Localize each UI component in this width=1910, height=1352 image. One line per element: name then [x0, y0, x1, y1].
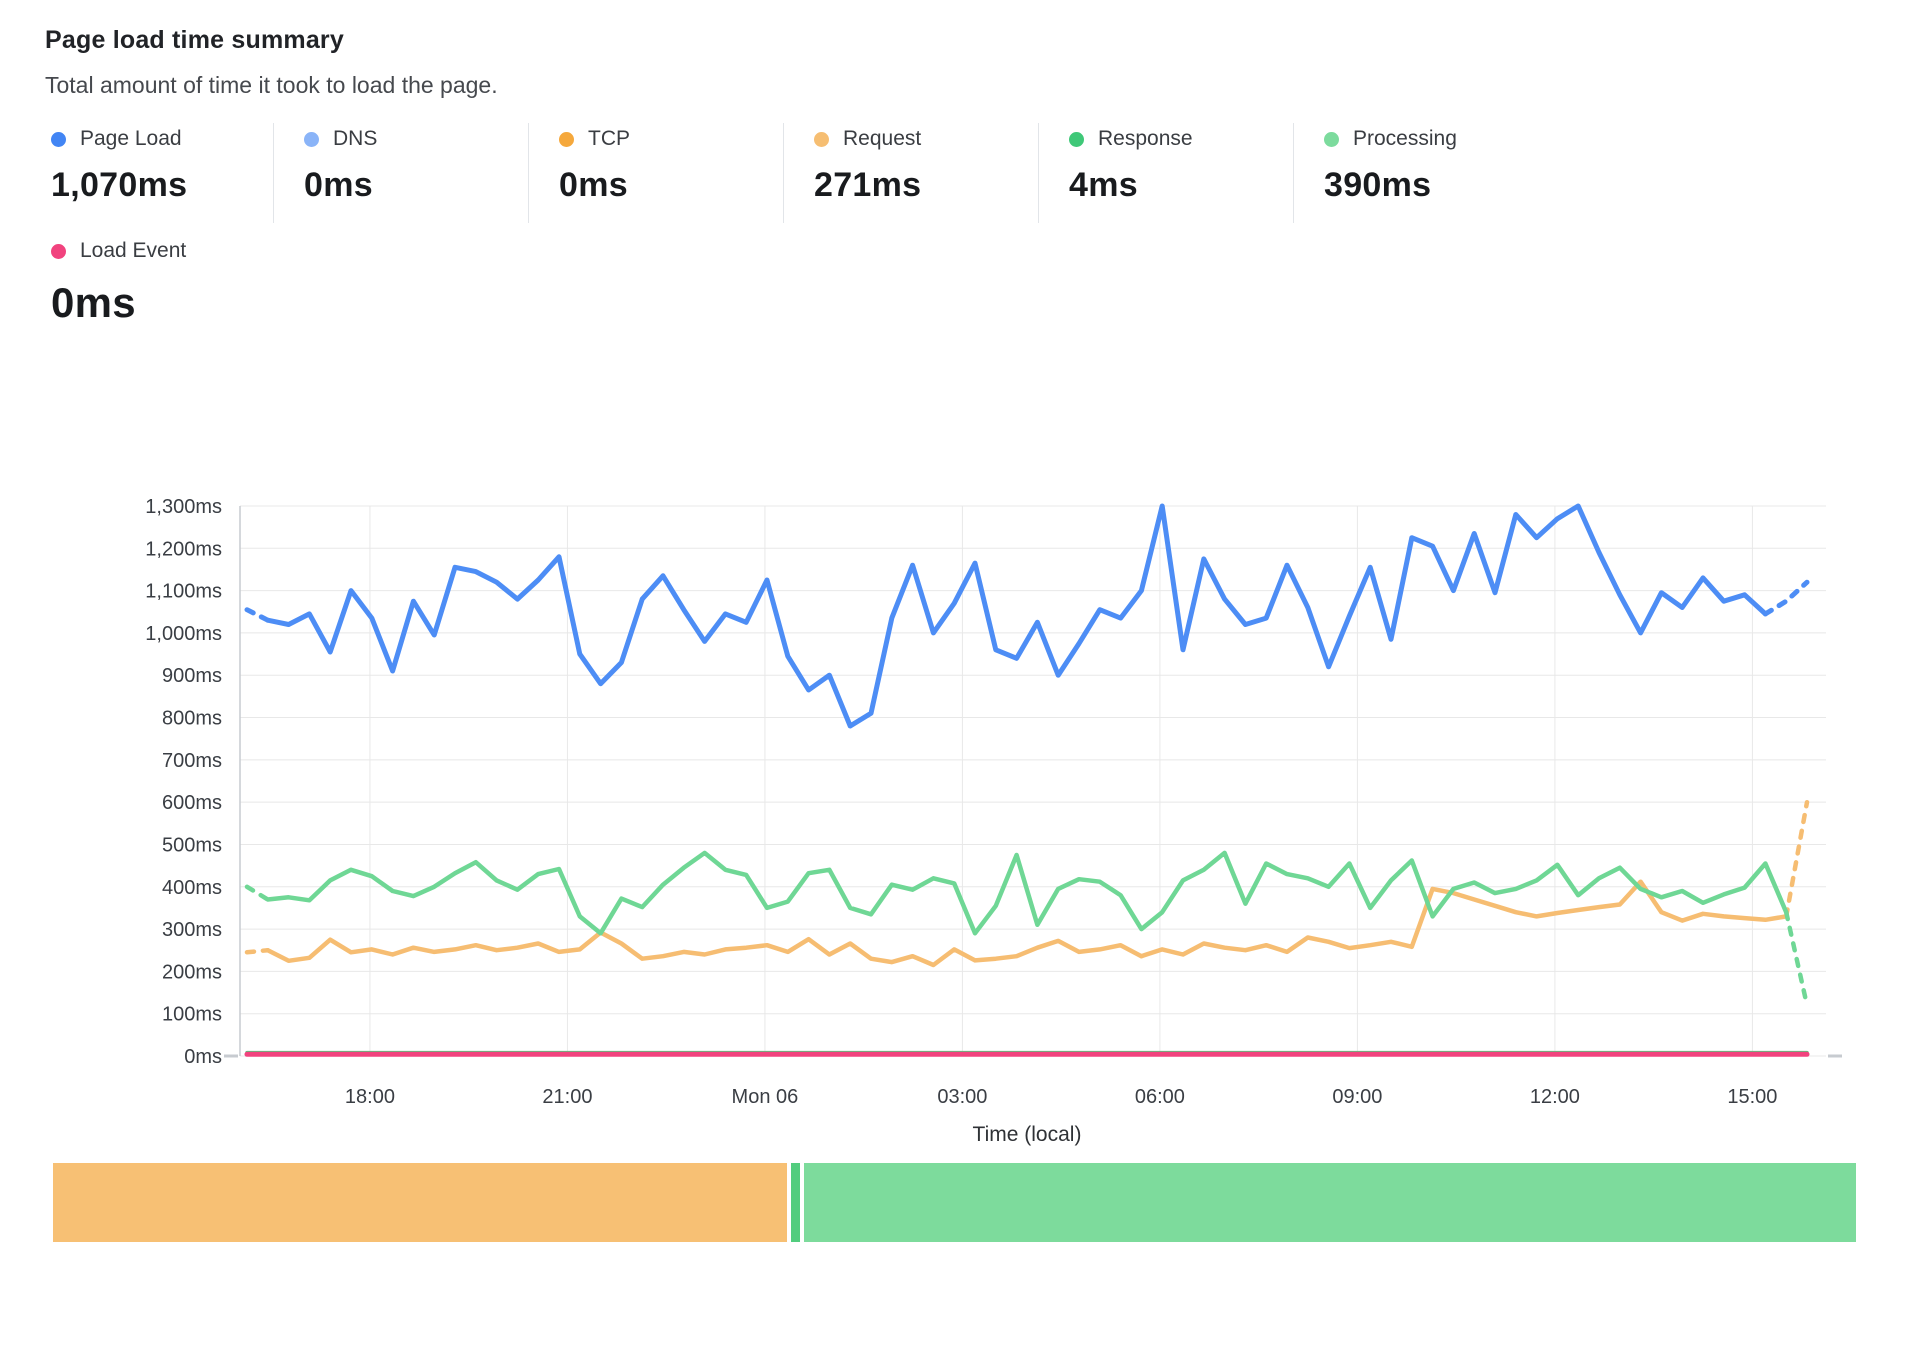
x-axis-tick-label: 03:00: [937, 1086, 987, 1108]
y-axis-tick-label: 500ms: [162, 834, 222, 856]
x-axis-tick-label: 15:00: [1727, 1086, 1777, 1108]
stat-label: DNS: [304, 127, 528, 151]
stat-response[interactable]: Response 4ms: [1038, 123, 1293, 223]
tcp-legend-dot: [559, 131, 574, 147]
stacked-bar-segment-request: [53, 1163, 787, 1242]
series-line-processing: [1783, 909, 1810, 1008]
stat-label: Load Event: [51, 239, 273, 263]
series-line-processing: [265, 850, 1789, 936]
y-axis-tick-label: 200ms: [162, 961, 222, 983]
x-axis-title: Time (local): [973, 1123, 1082, 1146]
y-axis-tick-label: 1,000ms: [145, 623, 222, 645]
y-axis-tick-label: 1,100ms: [145, 581, 222, 603]
dns-legend-dot: [304, 131, 319, 147]
stat-value: 390ms: [1324, 166, 1432, 204]
stat-label-text: Load Event: [80, 239, 187, 262]
series-line-request: [244, 947, 271, 955]
series-line-request: [265, 879, 1789, 968]
y-axis-tick-label: 300ms: [162, 919, 222, 941]
y-axis-tick-label: 600ms: [162, 792, 222, 814]
stat-label: Processing: [1324, 127, 1548, 151]
stat-page-load[interactable]: Page Load 1,070ms: [45, 123, 273, 223]
y-axis-tick-label: 800ms: [162, 708, 222, 730]
stat-label-text: Processing: [1353, 127, 1457, 150]
y-axis-tick-label: 900ms: [162, 665, 222, 687]
timeseries-chart[interactable]: 0ms 100ms 200ms 300ms 400ms 500ms 600ms 700ms 80…: [0, 381, 1910, 1151]
response-legend-dot: [1069, 131, 1084, 147]
stat-value: 0ms: [559, 166, 628, 204]
stacked-bar-segment-processing: [803, 1163, 1856, 1242]
stat-value: 0ms: [304, 166, 373, 204]
load-event-legend-dot: [51, 243, 66, 259]
y-axis-tick-label: 1,200ms: [145, 538, 222, 560]
request-legend-dot: [814, 131, 829, 147]
stat-label: Page Load: [51, 127, 273, 151]
stat-label-text: TCP: [588, 127, 630, 150]
x-axis-tick-label: 21:00: [542, 1086, 592, 1108]
x-axis-tick-label: 18:00: [345, 1086, 395, 1108]
x-axis-tick-label: 09:00: [1332, 1086, 1382, 1108]
y-axis-tick-label: 700ms: [162, 750, 222, 772]
page-title: Page load time summary: [45, 26, 344, 54]
stat-dns[interactable]: DNS 0ms: [273, 123, 528, 223]
series-line-request: [1783, 799, 1810, 919]
stat-tcp[interactable]: TCP 0ms: [528, 123, 783, 223]
stat-value: 0ms: [51, 279, 136, 326]
stat-label-text: Response: [1098, 127, 1193, 150]
x-axis-tick-label: Mon 06: [732, 1086, 799, 1108]
metric-legend-row: Page Load 1,070ms DNS 0ms TCP 0ms Reques…: [45, 123, 1910, 223]
page-subtitle: Total amount of time it took to load the…: [45, 72, 498, 98]
metric-legend-row-2: Load Event 0ms: [45, 235, 1910, 327]
stat-label: Response: [1069, 127, 1293, 151]
y-axis-tick-label: 1,300ms: [145, 496, 222, 518]
stat-request[interactable]: Request 271ms: [783, 123, 1038, 223]
page-load-legend-dot: [51, 131, 66, 147]
processing-legend-dot: [1324, 131, 1339, 147]
stacked-proportion-bar: [53, 1163, 1856, 1242]
chart-area: 0ms 100ms 200ms 300ms 400ms 500ms 600ms 700ms 80…: [0, 381, 1910, 1151]
series-line-page-load: [1762, 579, 1810, 617]
x-axis-tick-label: 12:00: [1530, 1086, 1580, 1108]
panel-header: Page load time summary Total amount of t…: [0, 0, 1910, 99]
stat-label-text: Page Load: [80, 127, 182, 150]
y-axis-tick-label: 100ms: [162, 1004, 222, 1026]
stat-value: 4ms: [1069, 166, 1138, 204]
y-axis-tick-label: 400ms: [162, 877, 222, 899]
stat-label-text: DNS: [333, 127, 378, 150]
y-axis-tick-label: 0ms: [184, 1046, 222, 1068]
stat-load-event[interactable]: Load Event 0ms: [45, 235, 273, 327]
stat-value: 1,070ms: [51, 166, 188, 204]
stat-label-text: Request: [843, 127, 922, 150]
series-line-processing: [244, 884, 271, 902]
stat-processing[interactable]: Processing 390ms: [1293, 123, 1548, 223]
x-axis-tick-label: 06:00: [1135, 1086, 1185, 1108]
stacked-bar-segment-response: [790, 1163, 800, 1242]
stat-label: TCP: [559, 127, 783, 151]
stat-value: 271ms: [814, 166, 922, 204]
stat-label: Request: [814, 127, 1038, 151]
series-line-page-load: [244, 607, 271, 623]
series-line-page-load: [265, 503, 1768, 729]
